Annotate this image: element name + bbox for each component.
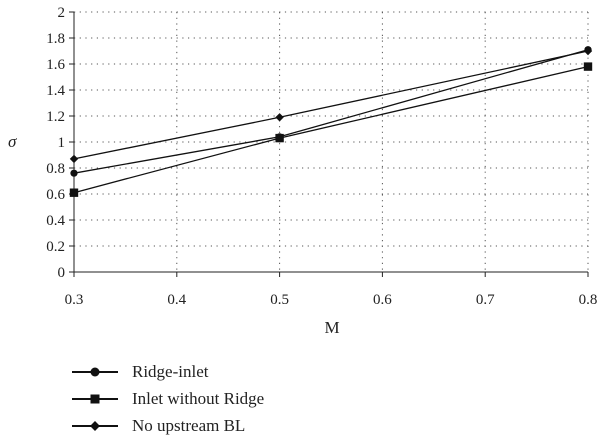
x-tick-label: 0.3	[65, 292, 84, 308]
x-tick-label: 0.6	[373, 292, 392, 308]
data-point-diamond	[275, 113, 284, 122]
legend-label: No upstream BL	[132, 415, 246, 435]
axes	[69, 11, 589, 277]
x-tick-label: 0.7	[476, 292, 495, 308]
data-point-circle	[70, 169, 78, 177]
x-tick-label: 0.8	[579, 292, 598, 308]
y-tick-label: 0	[58, 265, 66, 281]
y-tick-label: 1.4	[46, 83, 65, 99]
series-0	[70, 46, 592, 177]
data-point-diamond	[69, 154, 79, 164]
y-tick-labels: 0 0.2 0.4 0.6 0.8 1 1.2 1.4 1.6 1.8 2	[46, 5, 65, 281]
y-tick-label: 1.8	[46, 31, 65, 47]
series-group	[69, 46, 593, 197]
x-tick-label: 0.5	[270, 292, 289, 308]
diamond-marker-icon	[90, 420, 100, 431]
x-axis-label: M	[324, 318, 339, 337]
legend-line	[72, 394, 118, 403]
legend-item-inlet-without-ridge: Inlet without Ridge	[72, 385, 264, 412]
data-point-square	[69, 188, 79, 197]
legend-line	[72, 367, 118, 376]
y-tick-label: 1	[58, 135, 66, 151]
x-tick-labels: 0.3 0.4 0.5 0.6 0.7 0.8	[65, 292, 598, 308]
data-point-square	[275, 133, 284, 143]
circle-marker-icon	[90, 367, 100, 376]
square-marker-icon	[90, 394, 100, 403]
data-point-diamond	[583, 46, 593, 56]
y-tick-label: 0.4	[46, 213, 65, 229]
x-tick-label: 0.4	[167, 292, 186, 308]
y-tick-label: 0.6	[46, 187, 65, 203]
legend-item-ridge-inlet: Ridge-inlet	[72, 358, 264, 385]
series-2	[69, 46, 593, 164]
y-axis-label: σ	[8, 132, 17, 151]
series-line	[73, 65, 589, 194]
y-tick-label: 0.2	[46, 239, 65, 255]
y-tick-label: 1.2	[46, 109, 65, 125]
y-tick-label: 2	[58, 5, 66, 21]
legend-item-no-upstream-bl: No upstream BL	[72, 412, 264, 439]
y-tick-label: 1.6	[46, 57, 65, 73]
legend-line	[72, 420, 118, 431]
series-line	[73, 50, 589, 160]
data-point-square	[583, 62, 593, 71]
grid	[74, 11, 589, 272]
legend: Ridge-inlet Inlet without Ridge No upstr…	[72, 358, 264, 439]
y-tick-label: 0.8	[46, 161, 65, 177]
legend-label: Inlet without Ridge	[132, 388, 265, 408]
legend-label: Ridge-inlet	[132, 361, 209, 381]
series-1	[69, 62, 593, 197]
